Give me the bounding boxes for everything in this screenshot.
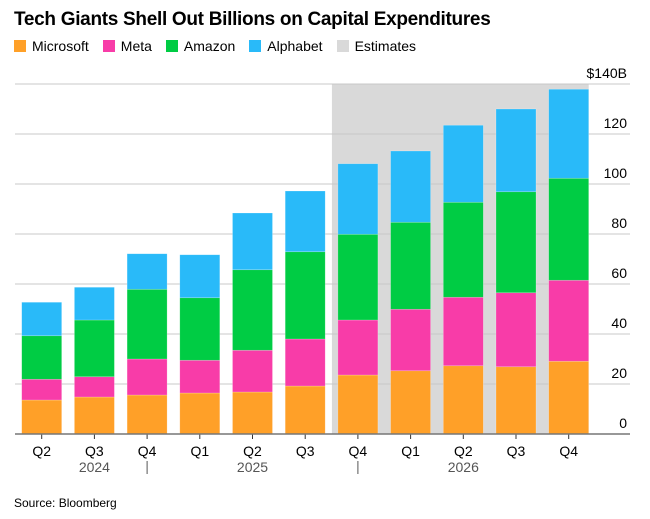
legend-label: Estimates	[354, 38, 417, 54]
legend-label: Alphabet	[267, 38, 323, 54]
bar-alphabet	[337, 163, 379, 235]
y-tick-label: 60	[611, 265, 627, 281]
legend-label: Amazon	[183, 38, 236, 54]
bar-microsoft	[548, 360, 590, 435]
bar-alphabet	[74, 286, 115, 321]
bar-meta	[126, 358, 168, 396]
y-tick-label: 40	[611, 315, 627, 331]
legend: Microsoft Meta Amazon Alphabet Estimates	[14, 38, 416, 54]
bar-alphabet	[126, 253, 168, 290]
bar-microsoft	[390, 370, 431, 435]
bar-amazon	[442, 201, 484, 298]
legend-item-estimates: Estimates	[336, 38, 417, 54]
bar-alphabet	[179, 254, 221, 299]
legend-label: Microsoft	[32, 38, 89, 54]
bar-alphabet	[442, 124, 484, 203]
x-tick-label: Q2	[454, 443, 473, 459]
legend-item-amazon: Amazon	[165, 38, 236, 54]
bar-alphabet	[232, 212, 273, 271]
x-tick-label: Q4	[138, 443, 157, 459]
bar-amazon	[232, 269, 273, 351]
x-tick-label: Q4	[349, 443, 368, 459]
bar-amazon	[284, 251, 326, 340]
x-tick-label: Q2	[243, 443, 262, 459]
source-note: Source: Bloomberg	[14, 496, 117, 510]
bar-amazon	[126, 288, 168, 360]
bar-alphabet	[390, 150, 431, 223]
bar-microsoft	[284, 385, 326, 435]
bar-meta	[495, 292, 537, 368]
bar-microsoft	[232, 391, 273, 435]
bar-alphabet	[495, 108, 537, 193]
bar-meta	[21, 378, 63, 401]
bar-microsoft	[179, 392, 221, 435]
chart-title: Tech Giants Shell Out Billions on Capita…	[14, 9, 491, 30]
legend-item-meta: Meta	[102, 38, 152, 54]
y-tick-label: 80	[611, 215, 627, 231]
bar-amazon	[21, 335, 63, 380]
year-label: 2025	[237, 459, 268, 475]
bar-amazon	[337, 233, 379, 321]
bar-microsoft	[495, 366, 537, 435]
bar-microsoft	[337, 374, 379, 435]
legend-swatch	[165, 40, 178, 52]
bar-meta	[284, 338, 326, 387]
x-tick-label: Q2	[32, 443, 51, 459]
bar-microsoft	[126, 394, 168, 435]
bar-amazon	[390, 221, 431, 310]
legend-item-alphabet: Alphabet	[249, 38, 323, 54]
x-tick-label: Q3	[507, 443, 526, 459]
year-label: 2024	[79, 459, 110, 475]
bar-alphabet	[21, 301, 63, 337]
x-tick-label: Q3	[296, 443, 315, 459]
year-label: 2026	[448, 459, 479, 475]
bar-meta	[442, 296, 484, 367]
legend-swatch	[102, 40, 115, 52]
bar-meta	[232, 349, 273, 393]
legend-swatch	[14, 40, 26, 52]
bar-meta	[390, 308, 431, 372]
legend-swatch	[249, 40, 262, 52]
legend-item-microsoft: Microsoft	[14, 38, 89, 54]
bar-microsoft	[442, 365, 484, 435]
legend-label: Meta	[120, 38, 152, 54]
bar-amazon	[179, 297, 221, 361]
bar-microsoft	[21, 399, 63, 435]
bar-alphabet	[284, 190, 326, 253]
x-tick-label: Q3	[85, 443, 104, 459]
bar-meta	[74, 376, 115, 398]
y-tick-label: 100	[604, 165, 628, 181]
x-tick-label: Q4	[559, 443, 578, 459]
legend-swatch	[336, 40, 349, 52]
bar-alphabet	[548, 88, 590, 179]
bar-microsoft	[74, 396, 115, 435]
bar-amazon	[548, 177, 590, 281]
y-tick-label: 0	[619, 415, 627, 431]
bar-meta	[548, 279, 590, 362]
bar-meta	[179, 359, 221, 394]
bar-meta	[337, 319, 379, 376]
y-tick-label: 120	[604, 115, 628, 131]
bar-amazon	[495, 191, 537, 294]
y-tick-label: $140B	[587, 65, 627, 81]
x-tick-label: Q1	[401, 443, 420, 459]
x-tick-label: Q1	[190, 443, 209, 459]
y-tick-label: 20	[611, 365, 627, 381]
bar-amazon	[74, 319, 115, 378]
